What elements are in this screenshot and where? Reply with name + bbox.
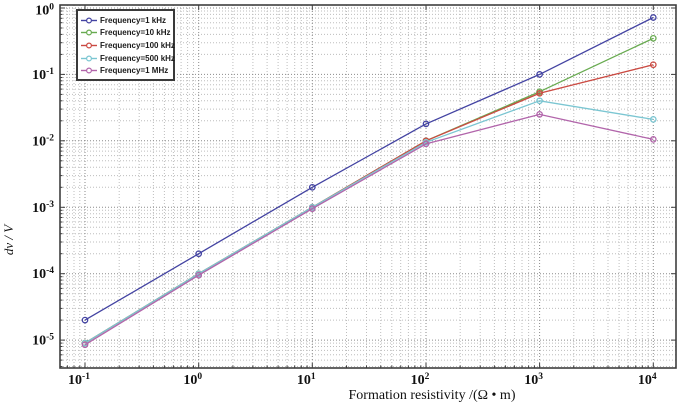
- series-line: [84, 64, 654, 344]
- y-tick-label: 10-3: [32, 200, 54, 216]
- data-point-marker: [81, 316, 89, 324]
- x-tick-label: 103: [524, 372, 543, 388]
- data-point-marker: [536, 89, 543, 97]
- data-point-marker: [536, 97, 543, 105]
- data-point-marker: [81, 341, 89, 349]
- legend-entry-label: Frequency=1 kHz: [100, 15, 167, 25]
- legend-marker-icon: [81, 42, 97, 49]
- legend: Frequency=1 kHz Frequency=10 kHz Frequency…: [76, 9, 175, 81]
- plot-border: [59, 4, 677, 369]
- data-point-marker: [649, 116, 657, 123]
- legend-entry: Frequency=1 kHz: [81, 14, 171, 27]
- y-tick-label: 100: [35, 3, 54, 19]
- legend-entry-label: Frequency=1 MHz: [100, 66, 169, 76]
- series-line: [84, 16, 654, 321]
- y-tick-label: 10-4: [32, 266, 54, 282]
- x-tick-label: 100: [183, 372, 202, 388]
- y-tick-label: 10-5: [32, 333, 54, 349]
- data-point-marker: [649, 14, 657, 21]
- legend-entry-label: Frequency=10 kHz: [100, 28, 171, 38]
- data-point-marker: [649, 136, 657, 143]
- legend-marker-icon: [81, 67, 97, 74]
- data-point-marker: [536, 111, 543, 118]
- y-tick-label: 10-2: [32, 133, 54, 149]
- data-point-marker: [195, 250, 203, 258]
- x-axis-label: Formation resistivity /(Ω • m): [348, 388, 516, 403]
- series-line: [84, 113, 654, 346]
- series-frequency-100-khz: [81, 61, 657, 347]
- data-point-marker: [308, 205, 316, 213]
- legend-entry-label: Frequency=500 kHz: [100, 53, 175, 63]
- series-frequency-1-mhz: [81, 111, 657, 349]
- legend-entry: Frequency=500 kHz: [81, 52, 175, 65]
- data-point-marker: [308, 183, 316, 191]
- series-frequency-10-khz: [81, 34, 657, 347]
- legend-entry: Frequency=1 MHz: [81, 64, 171, 77]
- legend-entry-label: Frequency=100 kHz: [100, 40, 175, 50]
- series-line: [84, 37, 654, 344]
- x-tick-label: 101: [297, 372, 316, 388]
- data-point-marker: [195, 271, 203, 279]
- series-line: [84, 100, 654, 344]
- legend-entry: Frequency=100 kHz: [81, 39, 175, 52]
- legend-marker-icon: [81, 29, 97, 36]
- legend-marker-icon: [81, 55, 97, 62]
- y-tick-label: 10-1: [32, 67, 54, 83]
- legend-entry: Frequency=10 kHz: [81, 27, 171, 40]
- data-point-marker: [422, 140, 430, 148]
- data-point-marker: [536, 71, 543, 78]
- minor-gridlines: [60, 5, 676, 368]
- y-axis-label: dv / V: [1, 224, 16, 256]
- x-tick-label: 102: [411, 372, 430, 388]
- x-tick-label: 104: [638, 372, 657, 388]
- legend-marker-icon: [81, 17, 97, 24]
- series-frequency-1-khz: [81, 14, 657, 324]
- data-point-marker: [422, 120, 430, 128]
- data-point-marker: [649, 34, 657, 42]
- data-point-marker: [649, 61, 657, 69]
- x-tick-label: 10-1: [68, 372, 90, 388]
